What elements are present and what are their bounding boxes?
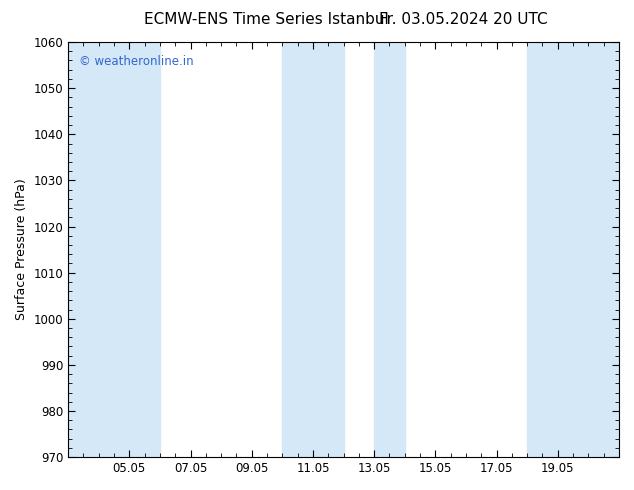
Bar <box>374 42 404 457</box>
Text: © weatheronline.in: © weatheronline.in <box>79 54 194 68</box>
Text: ECMW-ENS Time Series Istanbul: ECMW-ENS Time Series Istanbul <box>144 12 389 27</box>
Bar <box>282 42 344 457</box>
Bar <box>527 42 619 457</box>
Bar <box>68 42 160 457</box>
Text: Fr. 03.05.2024 20 UTC: Fr. 03.05.2024 20 UTC <box>378 12 547 27</box>
Y-axis label: Surface Pressure (hPa): Surface Pressure (hPa) <box>15 179 28 320</box>
